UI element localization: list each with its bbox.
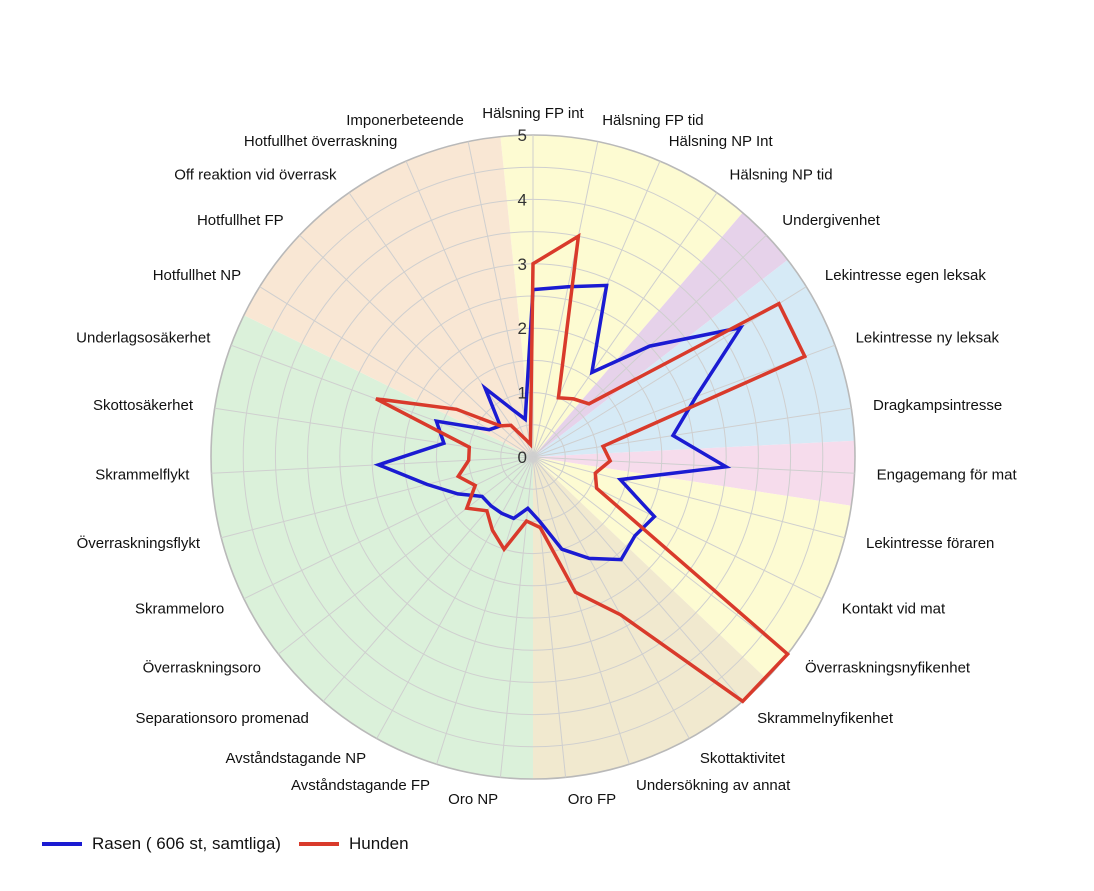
- category-label: Lekintresse föraren: [866, 535, 994, 552]
- grid-spoke: [532, 456, 823, 600]
- category-label: Hotfullhet överraskning: [244, 133, 397, 150]
- grid-spoke: [532, 192, 718, 458]
- category-label: Hälsning FP tid: [602, 112, 703, 129]
- radial-tick-labels: 0 1 2 3 4 5: [518, 126, 527, 467]
- legend-label-rasen: Rasen ( 606 st, samtliga): [92, 834, 281, 853]
- grid-spoke: [532, 456, 855, 474]
- series-lines: [373, 232, 808, 704]
- sector-band-2: [533, 259, 855, 457]
- category-label: Undergivenhet: [782, 212, 880, 229]
- grid-spoke: [376, 456, 534, 739]
- grid-spoke: [532, 456, 744, 702]
- grid-spoke: [243, 456, 534, 600]
- legend-item-rasen: Rasen ( 606 st, samtliga): [42, 834, 281, 854]
- tick-label: 5: [518, 126, 527, 145]
- category-label: Separationsoro promenad: [135, 710, 308, 727]
- grid-spoke: [436, 456, 534, 765]
- category-label: Oro FP: [568, 791, 616, 808]
- category-label: Lekintresse ny leksak: [856, 330, 1000, 347]
- category-label: Imponerbeteende: [346, 112, 464, 129]
- grid-spoke: [532, 160, 661, 458]
- category-labels: Hälsning FP int Hälsning FP tid Hälsning N…: [76, 105, 1017, 808]
- grid-spoke: [278, 456, 534, 655]
- legend-item-hunden: Hunden: [298, 834, 409, 854]
- category-label: Skottosäkerhet: [93, 397, 194, 414]
- category-label: Hälsning NP tid: [730, 167, 833, 184]
- sector-band-5: [533, 457, 767, 779]
- grid-spoke: [322, 456, 534, 702]
- grid-spoke: [532, 456, 788, 655]
- category-label: Hotfullhet NP: [153, 267, 241, 284]
- category-label: Engagemang för mat: [877, 466, 1018, 483]
- grid-spoke: [532, 456, 690, 739]
- tick-label: 4: [518, 190, 527, 209]
- grid-spoke: [211, 456, 534, 474]
- category-label: Lekintresse egen leksak: [825, 267, 986, 284]
- grid-spoke: [532, 407, 852, 458]
- sector-band-3: [533, 440, 855, 506]
- category-label: Kontakt vid mat: [842, 601, 946, 618]
- category-label: Skottaktivitet: [700, 750, 786, 767]
- grid-spoke: [532, 456, 845, 539]
- category-label: Skrammelflykt: [95, 466, 190, 483]
- category-label: Undersökning av annat: [636, 777, 791, 794]
- tick-label: 3: [518, 255, 527, 274]
- category-label: Hotfullhet FP: [197, 212, 284, 229]
- tick-label: 1: [518, 384, 527, 403]
- legend-swatch-hunden: [298, 842, 339, 846]
- grid-spoke: [221, 456, 534, 539]
- grid-spoke: [532, 456, 567, 778]
- grid-spoke: [532, 141, 599, 458]
- series-line-rasen: [373, 283, 745, 562]
- category-label: Dragkampsintresse: [873, 397, 1002, 414]
- category-label: Överraskningsoro: [143, 659, 261, 677]
- sector-band-7: [243, 136, 534, 457]
- category-label: Avståndstagande NP: [225, 750, 366, 767]
- category-label: Underlagsosäkerhet: [76, 330, 211, 347]
- grid-spoke: [467, 141, 534, 458]
- grid-spoke: [348, 192, 534, 458]
- category-label: Hälsning NP Int: [669, 133, 774, 150]
- tick-label: 2: [518, 319, 527, 338]
- category-label: Off reaktion vid överrask: [174, 167, 337, 184]
- grid-spoke: [299, 234, 534, 458]
- grid-spoke: [532, 456, 630, 765]
- category-label: Avståndstagande FP: [291, 777, 430, 794]
- legend-label-hunden: Hunden: [348, 834, 409, 853]
- category-label: Skrammeloro: [135, 601, 224, 618]
- sector-band-6: [210, 315, 534, 779]
- category-label: Skrammelnyfikenhet: [757, 710, 894, 727]
- category-label: Hälsning FP int: [482, 105, 584, 122]
- category-label: Överraskningsflykt: [77, 534, 201, 552]
- grid-spoke: [214, 407, 534, 458]
- tick-label: 0: [518, 448, 527, 467]
- category-label: Överraskningsnyfikenhet: [805, 659, 971, 677]
- series-line-hunden: [375, 232, 808, 704]
- legend-swatch-rasen: [42, 842, 82, 846]
- legend: Rasen ( 606 st, samtliga) Hunden: [42, 834, 427, 854]
- category-label: Oro NP: [448, 791, 498, 808]
